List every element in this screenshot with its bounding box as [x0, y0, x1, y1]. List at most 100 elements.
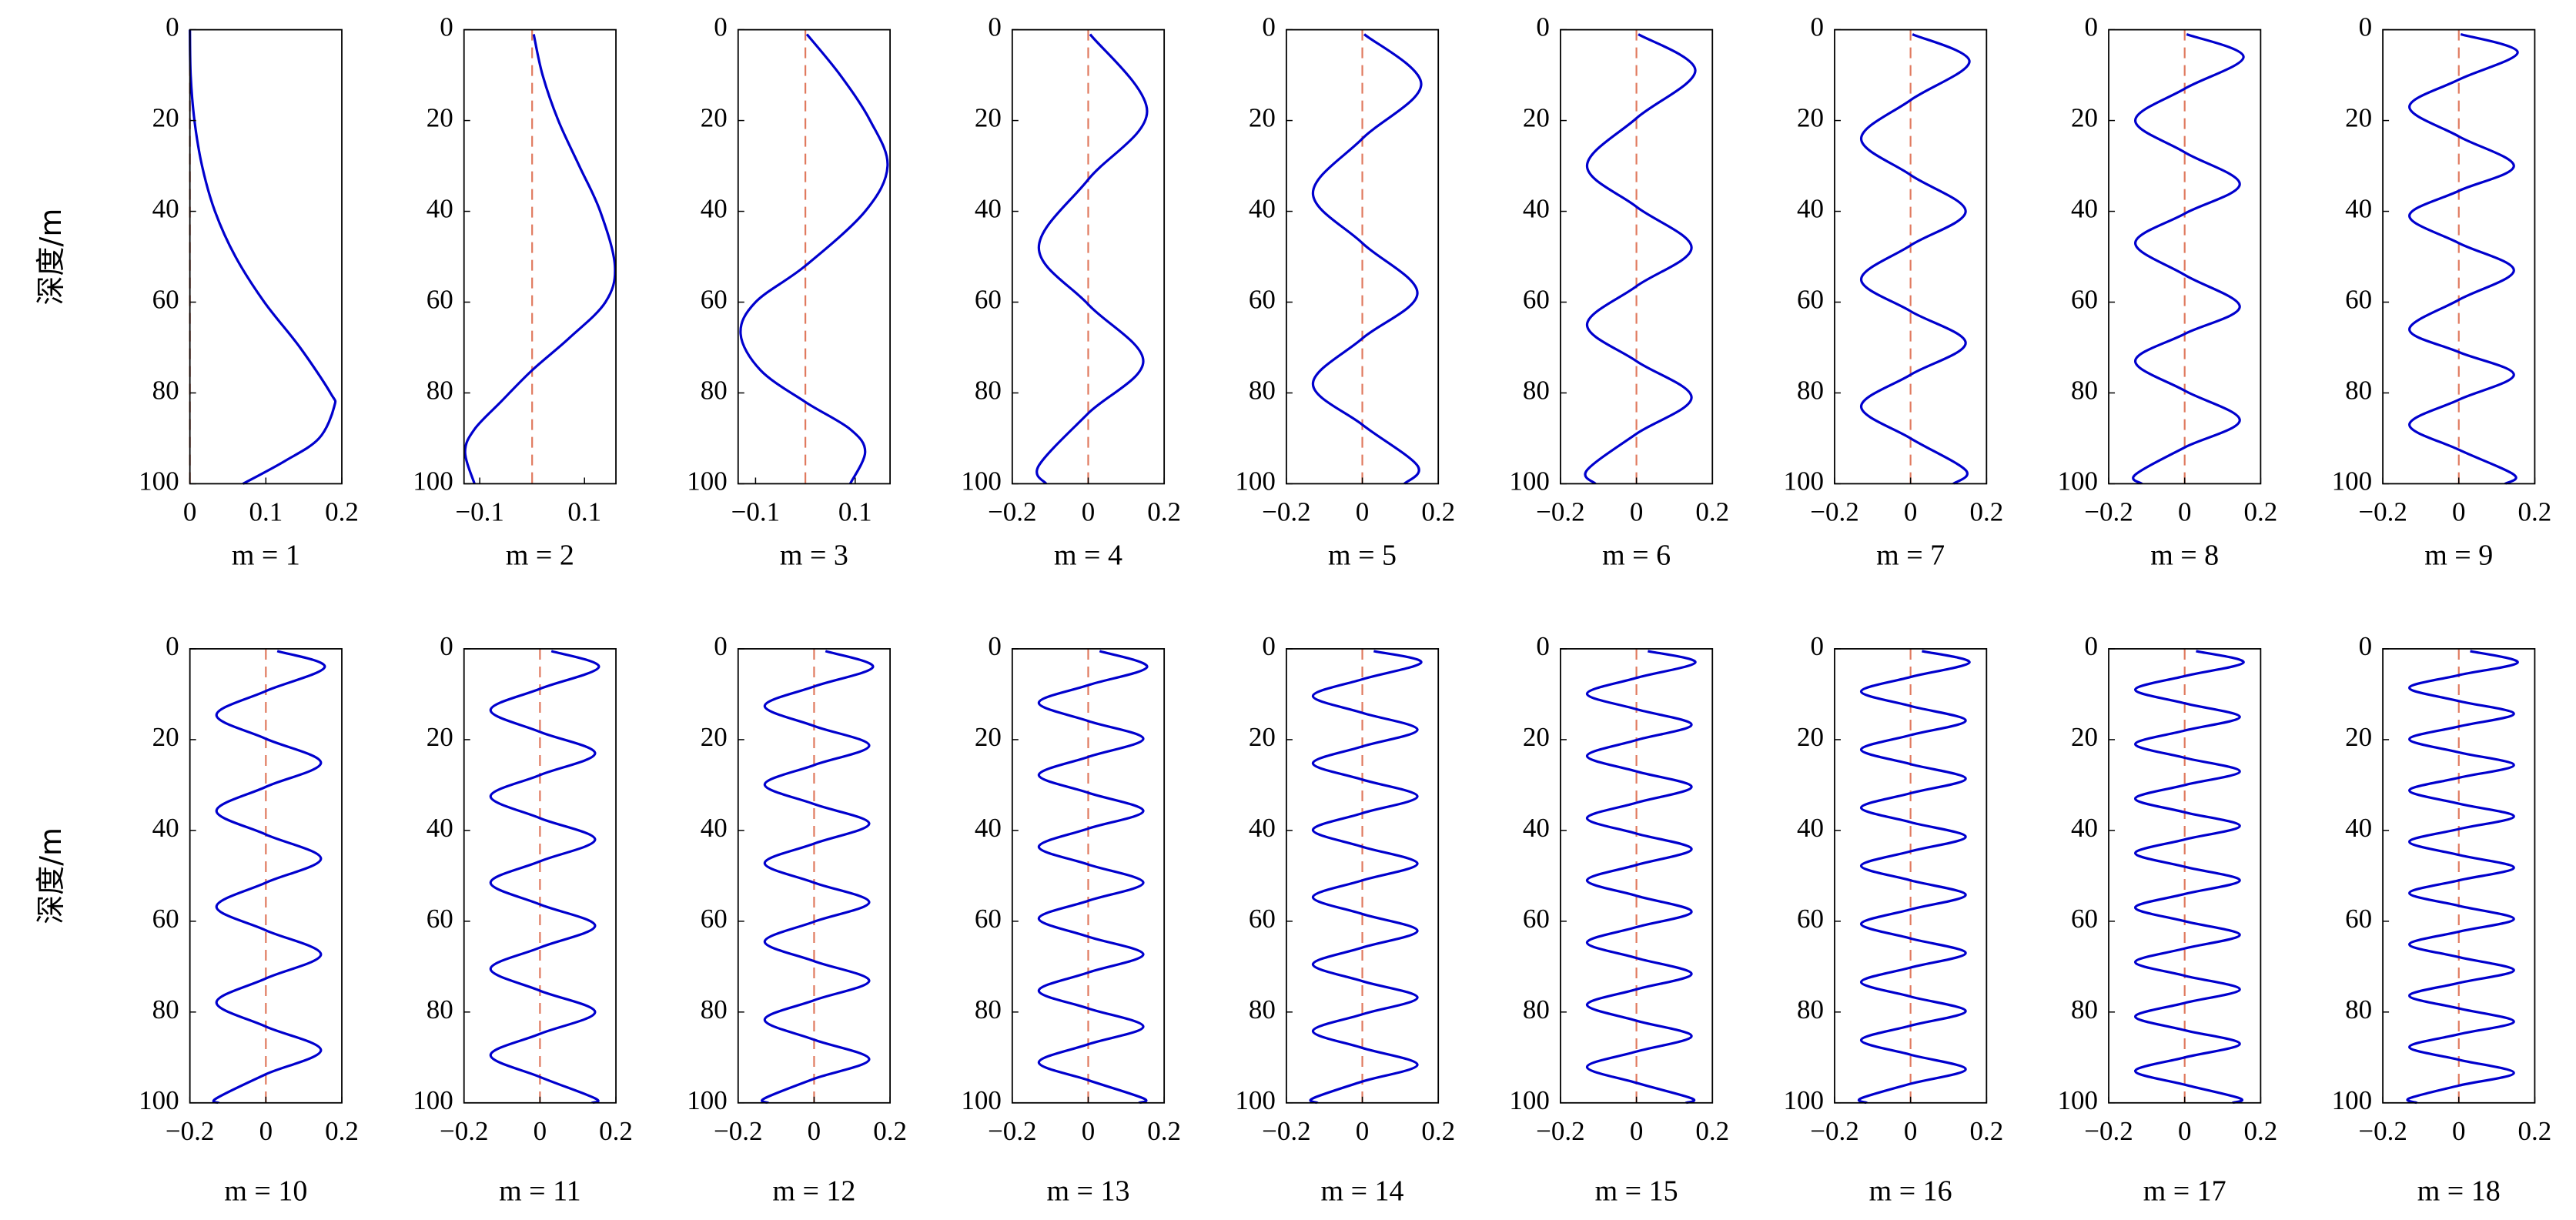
x-tick-label: 0.1 — [838, 496, 872, 526]
y-tick-label: 40 — [1523, 813, 1550, 843]
y-tick-label: 60 — [2345, 904, 2372, 934]
mode-curve — [1035, 33, 1149, 485]
panel-title: m = 15 — [1595, 1175, 1678, 1207]
x-tick-label: 0.2 — [2518, 496, 2552, 526]
panel: 0 20 40 60 80 100−0.2 0 0.2 m = 17 — [2058, 631, 2278, 1208]
y-tick-label: 80 — [1249, 376, 1276, 406]
x-tick-label: −0.2 — [1810, 496, 1859, 526]
x-tick-label: 0 — [2452, 496, 2466, 526]
y-tick-label: 20 — [701, 722, 728, 752]
plot-frame — [463, 28, 617, 485]
x-tick-label: 0 — [2178, 496, 2192, 526]
x-tick-label: 0.2 — [1695, 496, 1729, 526]
y-tick-label: 80 — [2345, 376, 2372, 406]
y-tick-label: 80 — [1523, 994, 1550, 1024]
y-tick-label: 100 — [2058, 466, 2099, 496]
panel-title: m = 7 — [1876, 540, 1945, 572]
x-tick-label: 0.2 — [1421, 1116, 1455, 1146]
y-tick-label: 100 — [139, 466, 179, 496]
y-tick-label: 20 — [2345, 103, 2372, 133]
plot-frame — [1011, 28, 1166, 485]
y-tick-label: 40 — [2345, 194, 2372, 224]
y-tick-label: 60 — [1249, 285, 1276, 315]
y-tick-label: 60 — [152, 904, 179, 934]
y-tick-label: 20 — [427, 722, 453, 752]
y-tick-label: 40 — [701, 194, 728, 224]
y-tick-label: 0 — [1262, 631, 1276, 661]
panel-title: m = 2 — [506, 540, 574, 572]
x-tick-label: −0.2 — [440, 1116, 489, 1146]
y-tick-label: 40 — [1249, 194, 1276, 224]
x-tick-label: −0.2 — [1262, 496, 1311, 526]
panel: 0 20 40 60 80 100−0.2 0 0.2 m = 18 — [2332, 631, 2552, 1208]
x-tick-label: −0.1 — [731, 496, 781, 526]
x-tick-label: 0.2 — [1695, 1116, 1729, 1146]
y-tick-label: 60 — [427, 285, 453, 315]
y-tick-label: 40 — [427, 194, 453, 224]
panel-title: m = 13 — [1046, 1175, 1129, 1207]
y-tick-label: 20 — [2071, 722, 2098, 752]
y-tick-label: 20 — [2071, 103, 2098, 133]
panel-title: m = 6 — [1602, 540, 1671, 572]
y-tick-label: 40 — [975, 194, 1002, 224]
y-tick-label: 60 — [1797, 904, 1824, 934]
y-tick-label: 40 — [1249, 813, 1276, 843]
y-tick-label: 100 — [1235, 1085, 1276, 1115]
plot-frame — [2382, 28, 2536, 485]
y-tick-label: 40 — [2071, 194, 2098, 224]
y-tick-label: 40 — [1523, 194, 1550, 224]
x-tick-label: −0.2 — [2084, 1116, 2133, 1146]
panel-title: m = 3 — [780, 540, 848, 572]
panel-title: m = 11 — [499, 1175, 581, 1207]
y-tick-label: 20 — [427, 103, 453, 133]
panel: 0 20 40 60 80 100−0.2 0 0.2 m = 14 — [1235, 631, 1455, 1208]
y-tick-label: 20 — [1249, 103, 1276, 133]
y-tick-label: 100 — [1783, 466, 1824, 496]
plot-frame — [2108, 648, 2262, 1104]
y-tick-label: 0 — [1536, 631, 1550, 661]
mode-curve — [1859, 33, 1971, 485]
panel: 0 20 40 60 80 100−0.1 0.1 m = 2 — [413, 12, 617, 572]
x-tick-label: 0 — [1356, 1116, 1370, 1146]
panel: 0 20 40 60 80 100−0.2 0 0.2 m = 5 — [1235, 12, 1455, 572]
x-tick-label: 0.2 — [1147, 1116, 1181, 1146]
plot-frame — [1834, 648, 1988, 1104]
mode-curve — [739, 33, 889, 485]
y-tick-label: 40 — [975, 813, 1002, 843]
mode-curve — [189, 29, 337, 485]
y-tick-label: 20 — [1797, 103, 1824, 133]
mode-curve — [1311, 33, 1423, 485]
y-tick-label: 0 — [1262, 12, 1276, 42]
mode-curve — [2132, 33, 2245, 485]
y-tick-label: 40 — [2071, 813, 2098, 843]
x-tick-label: 0 — [1082, 1116, 1096, 1146]
y-tick-label: 40 — [1797, 194, 1824, 224]
x-tick-label: 0 — [183, 496, 197, 526]
y-tick-label: 20 — [975, 103, 1002, 133]
x-tick-label: 0 — [2452, 1116, 2466, 1146]
x-tick-label: −0.2 — [2084, 496, 2133, 526]
y-tick-label: 0 — [988, 12, 1002, 42]
y-tick-label: 100 — [1509, 1085, 1550, 1115]
y-tick-label: 0 — [166, 631, 179, 661]
mode-curve — [1309, 650, 1423, 1105]
x-tick-label: 0.2 — [1969, 1116, 2003, 1146]
panel: 0 20 40 60 80 100−0.2 0 0.2 m = 4 — [961, 12, 1181, 572]
y-tick-label: 80 — [975, 376, 1002, 406]
plot-frame — [189, 28, 343, 485]
panel: 0 20 40 60 80 100−0.2 0 0.2 m = 11 — [413, 631, 633, 1208]
x-tick-label: 0 — [1904, 496, 1918, 526]
panel: 0 20 40 60 80 100−0.2 0 0.2 m = 8 — [2058, 12, 2278, 572]
plot-frame — [737, 648, 892, 1104]
panel: 0 20 40 60 80 100−0.1 0.1 m = 3 — [687, 12, 892, 572]
y-tick-label: 0 — [2359, 631, 2373, 661]
x-tick-label: −0.2 — [714, 1116, 763, 1146]
y-tick-label: 80 — [2071, 376, 2098, 406]
y-tick-label: 0 — [440, 631, 453, 661]
mode-curve — [2406, 650, 2519, 1105]
mode-curve — [463, 34, 617, 484]
plot-frame — [1834, 28, 1988, 485]
y-tick-label: 100 — [2058, 1085, 2099, 1115]
x-tick-label: −0.2 — [988, 496, 1037, 526]
y-tick-label: 80 — [427, 376, 453, 406]
